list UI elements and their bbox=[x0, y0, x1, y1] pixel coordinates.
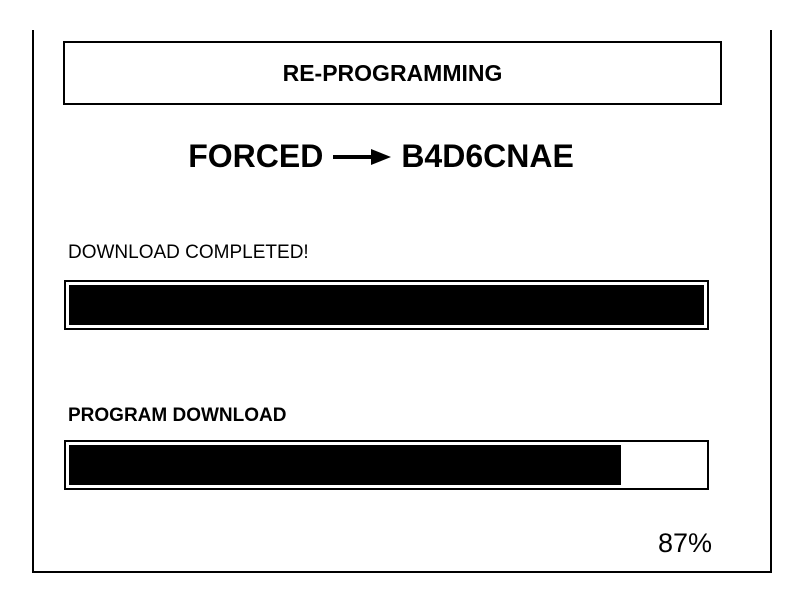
program-percent: 87% bbox=[657, 528, 712, 558]
download-fill bbox=[69, 285, 704, 325]
mode-from: FORCED bbox=[188, 138, 324, 174]
mode-to: B4D6CNAE bbox=[401, 138, 574, 174]
header-title: RE-PROGRAMMING bbox=[282, 59, 503, 86]
program-track bbox=[69, 445, 704, 485]
program-label: PROGRAM DOWNLOAD bbox=[68, 405, 287, 426]
program-bar bbox=[64, 440, 709, 490]
program-fill bbox=[69, 445, 622, 485]
arrow bbox=[333, 148, 392, 165]
panel-frame bbox=[32, 30, 772, 573]
download-bar bbox=[64, 280, 709, 330]
download-track bbox=[69, 285, 704, 325]
header: RE-PROGRAMMING bbox=[63, 41, 722, 105]
mode-line: FORCED B4D6CNAE bbox=[0, 138, 762, 175]
download-label: DOWNLOAD COMPLETED! bbox=[68, 242, 309, 263]
